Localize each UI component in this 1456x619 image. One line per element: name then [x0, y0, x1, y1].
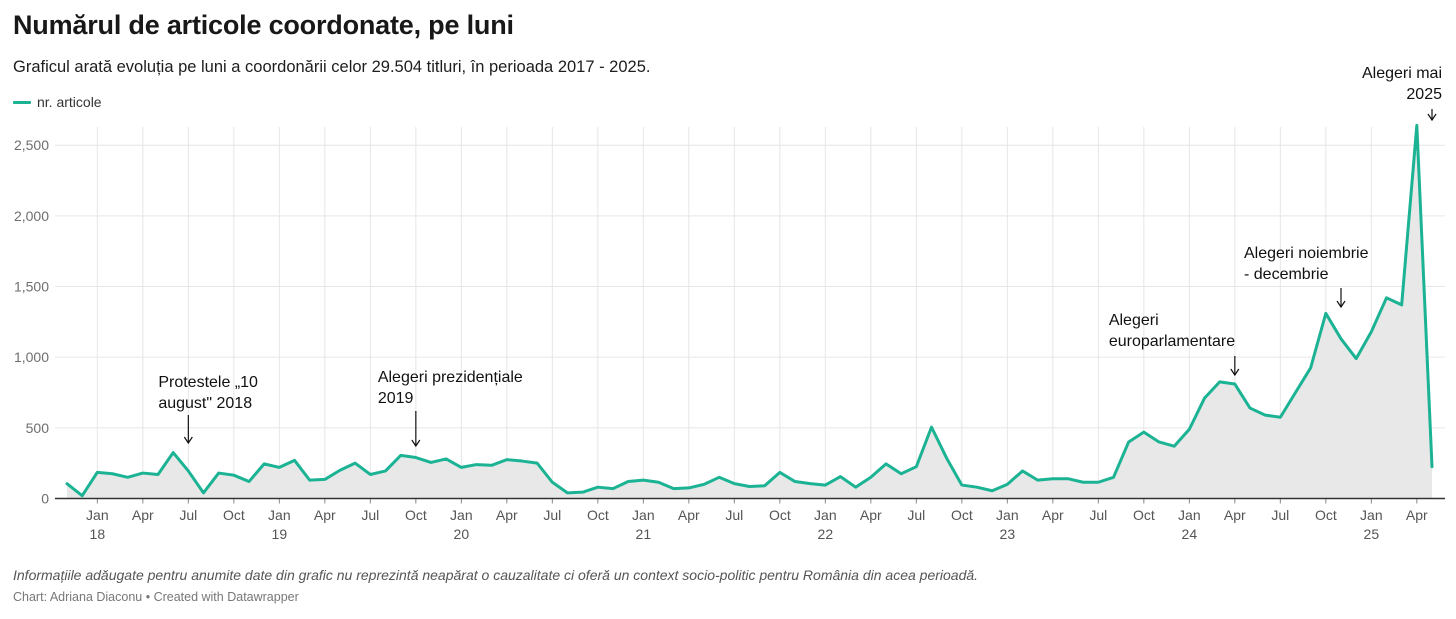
series-line	[65, 123, 1434, 498]
line-layer	[65, 123, 1434, 498]
x-tick-label: Jul	[1089, 507, 1107, 523]
annotation-text: august" 2018	[158, 395, 252, 412]
annotation-text: Alegeri noiembrie	[1244, 245, 1369, 262]
x-tick-label: Apr	[1042, 507, 1064, 523]
x-tick-label: Oct	[1315, 507, 1337, 523]
annotation-arrowhead	[183, 436, 193, 445]
x-tick-label: Jan	[814, 507, 837, 523]
x-tick-label: Jan	[996, 507, 1019, 523]
annotation-arrowhead	[1336, 300, 1346, 309]
annotation-text: Alegeri mai	[1362, 65, 1442, 82]
y-tick-label: 1,500	[14, 279, 49, 295]
x-tick-label: Jul	[907, 507, 925, 523]
annotation-text: 2019	[378, 390, 414, 407]
x-tick-label: Jan	[86, 507, 109, 523]
x-tick-year-label: 22	[818, 526, 834, 542]
y-tick-label: 500	[26, 420, 50, 436]
x-tick-label: Jul	[179, 507, 197, 523]
x-tick-label: Jul	[1271, 507, 1289, 523]
annotation-arrowhead	[1230, 368, 1240, 377]
x-tick-label: Oct	[405, 507, 427, 523]
x-tick-label: Apr	[314, 507, 336, 523]
x-tick-label: Jan	[632, 507, 655, 523]
x-tick-label: Jul	[543, 507, 561, 523]
x-tick-label: Jan	[1178, 507, 1201, 523]
y-tick-label: 2,000	[14, 208, 49, 224]
chart-note: Informațiile adăugate pentru anumite dat…	[13, 567, 979, 583]
x-tick-label: Oct	[223, 507, 245, 523]
annotation-text: europarlamentare	[1109, 333, 1235, 350]
y-tick-label: 2,500	[14, 137, 49, 153]
annotation-arrowhead	[411, 439, 421, 448]
legend-label: nr. articole	[37, 94, 102, 110]
x-tick-label: Jan	[450, 507, 473, 523]
annotation-text: - decembrie	[1244, 266, 1329, 283]
x-tick-year-label: 20	[454, 526, 470, 542]
y-tick-label: 1,000	[14, 349, 49, 365]
x-tick-label: Jul	[725, 507, 743, 523]
x-tick-label: Apr	[132, 507, 154, 523]
x-tick-label: Jul	[361, 507, 379, 523]
x-tick-label: Apr	[496, 507, 518, 523]
x-tick-label: Apr	[678, 507, 700, 523]
area-layer	[67, 125, 1432, 499]
x-tick-label: Oct	[587, 507, 609, 523]
y-tick-label: 0	[41, 491, 49, 507]
series-area	[67, 125, 1432, 499]
x-tick-year-label: 23	[1000, 526, 1016, 542]
legend: nr. articole	[13, 94, 102, 110]
x-tick-label: Jan	[1360, 507, 1383, 523]
x-tick-label: Jan	[268, 507, 291, 523]
x-tick-label: Oct	[951, 507, 973, 523]
chart-subtitle: Graficul arată evoluția pe luni a coordo…	[13, 58, 651, 76]
annotation-text: Protestele „10	[158, 374, 258, 391]
x-tick-label: Apr	[1406, 507, 1428, 523]
x-tick-year-label: 25	[1364, 526, 1380, 542]
legend-swatch	[13, 100, 31, 104]
x-tick-label: Apr	[860, 507, 882, 523]
axes-layer: 0 500 1,000 1,500 2,000 2,500 Jan 18 Apr Jul Oct Ja…	[14, 137, 1445, 542]
x-tick-year-label: 24	[1182, 526, 1198, 542]
annotation-arrowhead	[1427, 113, 1437, 122]
x-tick-year-label: 18	[90, 526, 106, 542]
annotation-layer: Protestele „10 august" 2018 Alegeri prezid…	[158, 65, 1442, 448]
chart-byline: Chart: Adriana Diaconu • Created with Da…	[13, 590, 299, 604]
annotation-text: Alegeri prezidențiale	[378, 369, 523, 386]
x-tick-label: Apr	[1224, 507, 1246, 523]
x-tick-year-label: 21	[636, 526, 652, 542]
x-tick-year-label: 19	[272, 526, 288, 542]
chart-title: Numărul de articole coordonate, pe luni	[13, 10, 514, 40]
annotation-text: Alegeri	[1109, 312, 1159, 329]
grid-layer	[55, 127, 1445, 499]
annotation-text: 2025	[1406, 86, 1442, 103]
x-tick-label: Oct	[769, 507, 791, 523]
x-tick-label: Oct	[1133, 507, 1155, 523]
